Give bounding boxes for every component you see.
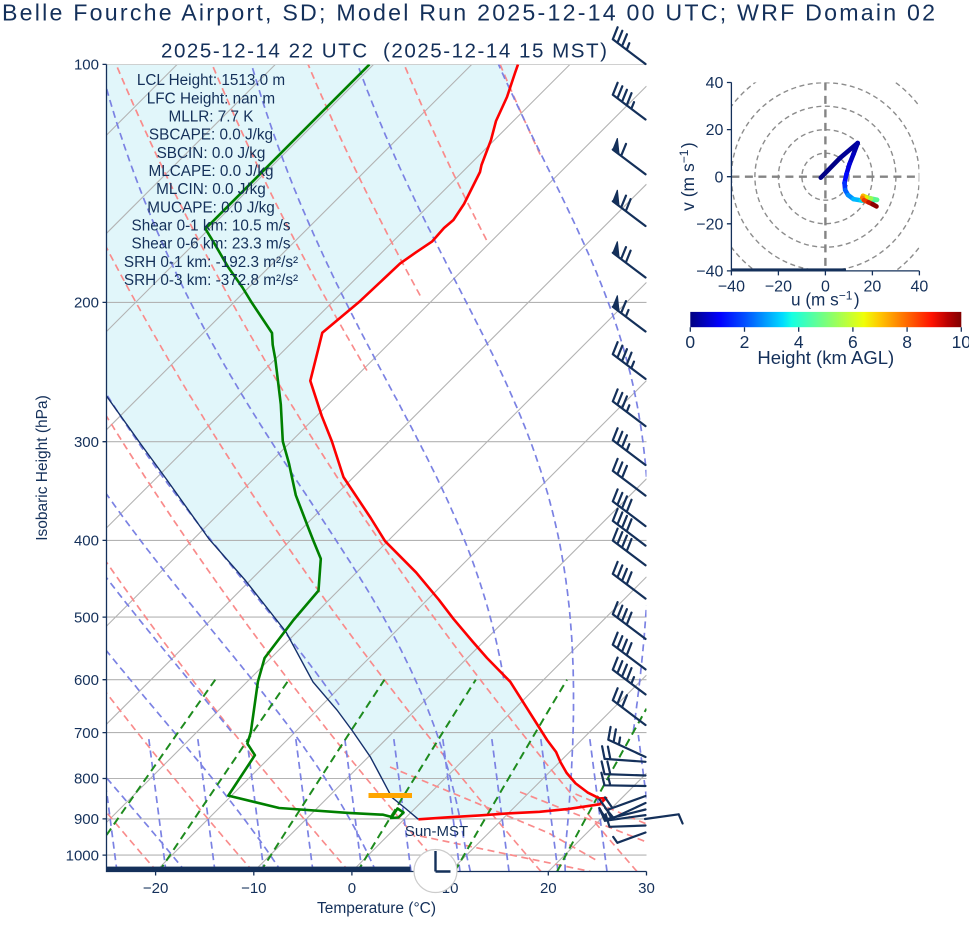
svg-text:200: 200 bbox=[74, 295, 99, 312]
svg-text:500: 500 bbox=[74, 609, 99, 626]
svg-text:20: 20 bbox=[864, 278, 882, 295]
svg-text:SBCIN: 0.0 J/kg: SBCIN: 0.0 J/kg bbox=[157, 145, 266, 162]
svg-text:1000: 1000 bbox=[66, 847, 99, 864]
svg-text:−40: −40 bbox=[718, 278, 745, 295]
svg-text:Isobaric Height (hPa): Isobaric Height (hPa) bbox=[34, 395, 51, 541]
svg-text:8: 8 bbox=[902, 332, 912, 352]
svg-text:MLCAPE: 0.0 J/kg: MLCAPE: 0.0 J/kg bbox=[149, 163, 274, 180]
svg-text:Height (km AGL): Height (km AGL) bbox=[757, 347, 894, 368]
svg-text:−40: −40 bbox=[696, 264, 723, 281]
svg-text:MUCAPE: 0.0 J/kg: MUCAPE: 0.0 J/kg bbox=[147, 199, 275, 216]
svg-text:−20: −20 bbox=[143, 880, 168, 897]
svg-text:30: 30 bbox=[638, 880, 655, 897]
svg-text:SRH 0-3 km: -372.8 m²/s²: SRH 0-3 km: -372.8 m²/s² bbox=[124, 272, 298, 289]
svg-text:−10: −10 bbox=[241, 880, 266, 897]
svg-text:0: 0 bbox=[714, 169, 723, 186]
svg-text:2025-12-14 22 UTC (2025-12-14: 2025-12-14 22 UTC (2025-12-14 15 MST) bbox=[161, 40, 607, 63]
svg-text:40: 40 bbox=[706, 75, 724, 92]
svg-text:Shear 0-6 km: 23.3 m/s: Shear 0-6 km: 23.3 m/s bbox=[132, 236, 291, 253]
svg-text:MLLR: 7.7 K: MLLR: 7.7 K bbox=[168, 109, 254, 126]
svg-text:600: 600 bbox=[74, 672, 99, 689]
svg-text:100: 100 bbox=[74, 57, 99, 74]
svg-text:400: 400 bbox=[74, 533, 99, 550]
svg-text:Temperature (°C): Temperature (°C) bbox=[317, 900, 436, 917]
svg-text:4: 4 bbox=[794, 332, 804, 352]
svg-text:700: 700 bbox=[74, 725, 99, 742]
svg-text:Sun-MST: Sun-MST bbox=[405, 823, 468, 840]
svg-text:300: 300 bbox=[74, 434, 99, 451]
svg-text:10: 10 bbox=[952, 332, 969, 352]
svg-text:2: 2 bbox=[740, 332, 750, 352]
svg-text:20: 20 bbox=[540, 880, 557, 897]
svg-text:LCL Height: 1513.0 m: LCL Height: 1513.0 m bbox=[137, 72, 285, 89]
svg-text:−20: −20 bbox=[765, 278, 792, 295]
svg-text:0: 0 bbox=[685, 332, 695, 352]
svg-text:SRH 0-1 km: -192.3 m²/s²: SRH 0-1 km: -192.3 m²/s² bbox=[124, 254, 298, 271]
svg-text:900: 900 bbox=[74, 811, 99, 828]
svg-text:0: 0 bbox=[348, 880, 356, 897]
svg-text:−20: −20 bbox=[696, 216, 723, 233]
svg-text:Shear 0-1 km: 10.5 m/s: Shear 0-1 km: 10.5 m/s bbox=[132, 218, 291, 235]
svg-text:SBCAPE: 0.0 J/kg: SBCAPE: 0.0 J/kg bbox=[149, 127, 273, 144]
svg-text:0: 0 bbox=[821, 278, 830, 295]
svg-text:800: 800 bbox=[74, 771, 99, 788]
svg-text:MLCIN: 0.0 J/kg: MLCIN: 0.0 J/kg bbox=[156, 181, 266, 198]
svg-text:40: 40 bbox=[911, 278, 929, 295]
svg-text:20: 20 bbox=[706, 122, 724, 139]
svg-text:6: 6 bbox=[848, 332, 858, 352]
svg-text:LFC Height: nan m: LFC Height: nan m bbox=[147, 90, 275, 107]
